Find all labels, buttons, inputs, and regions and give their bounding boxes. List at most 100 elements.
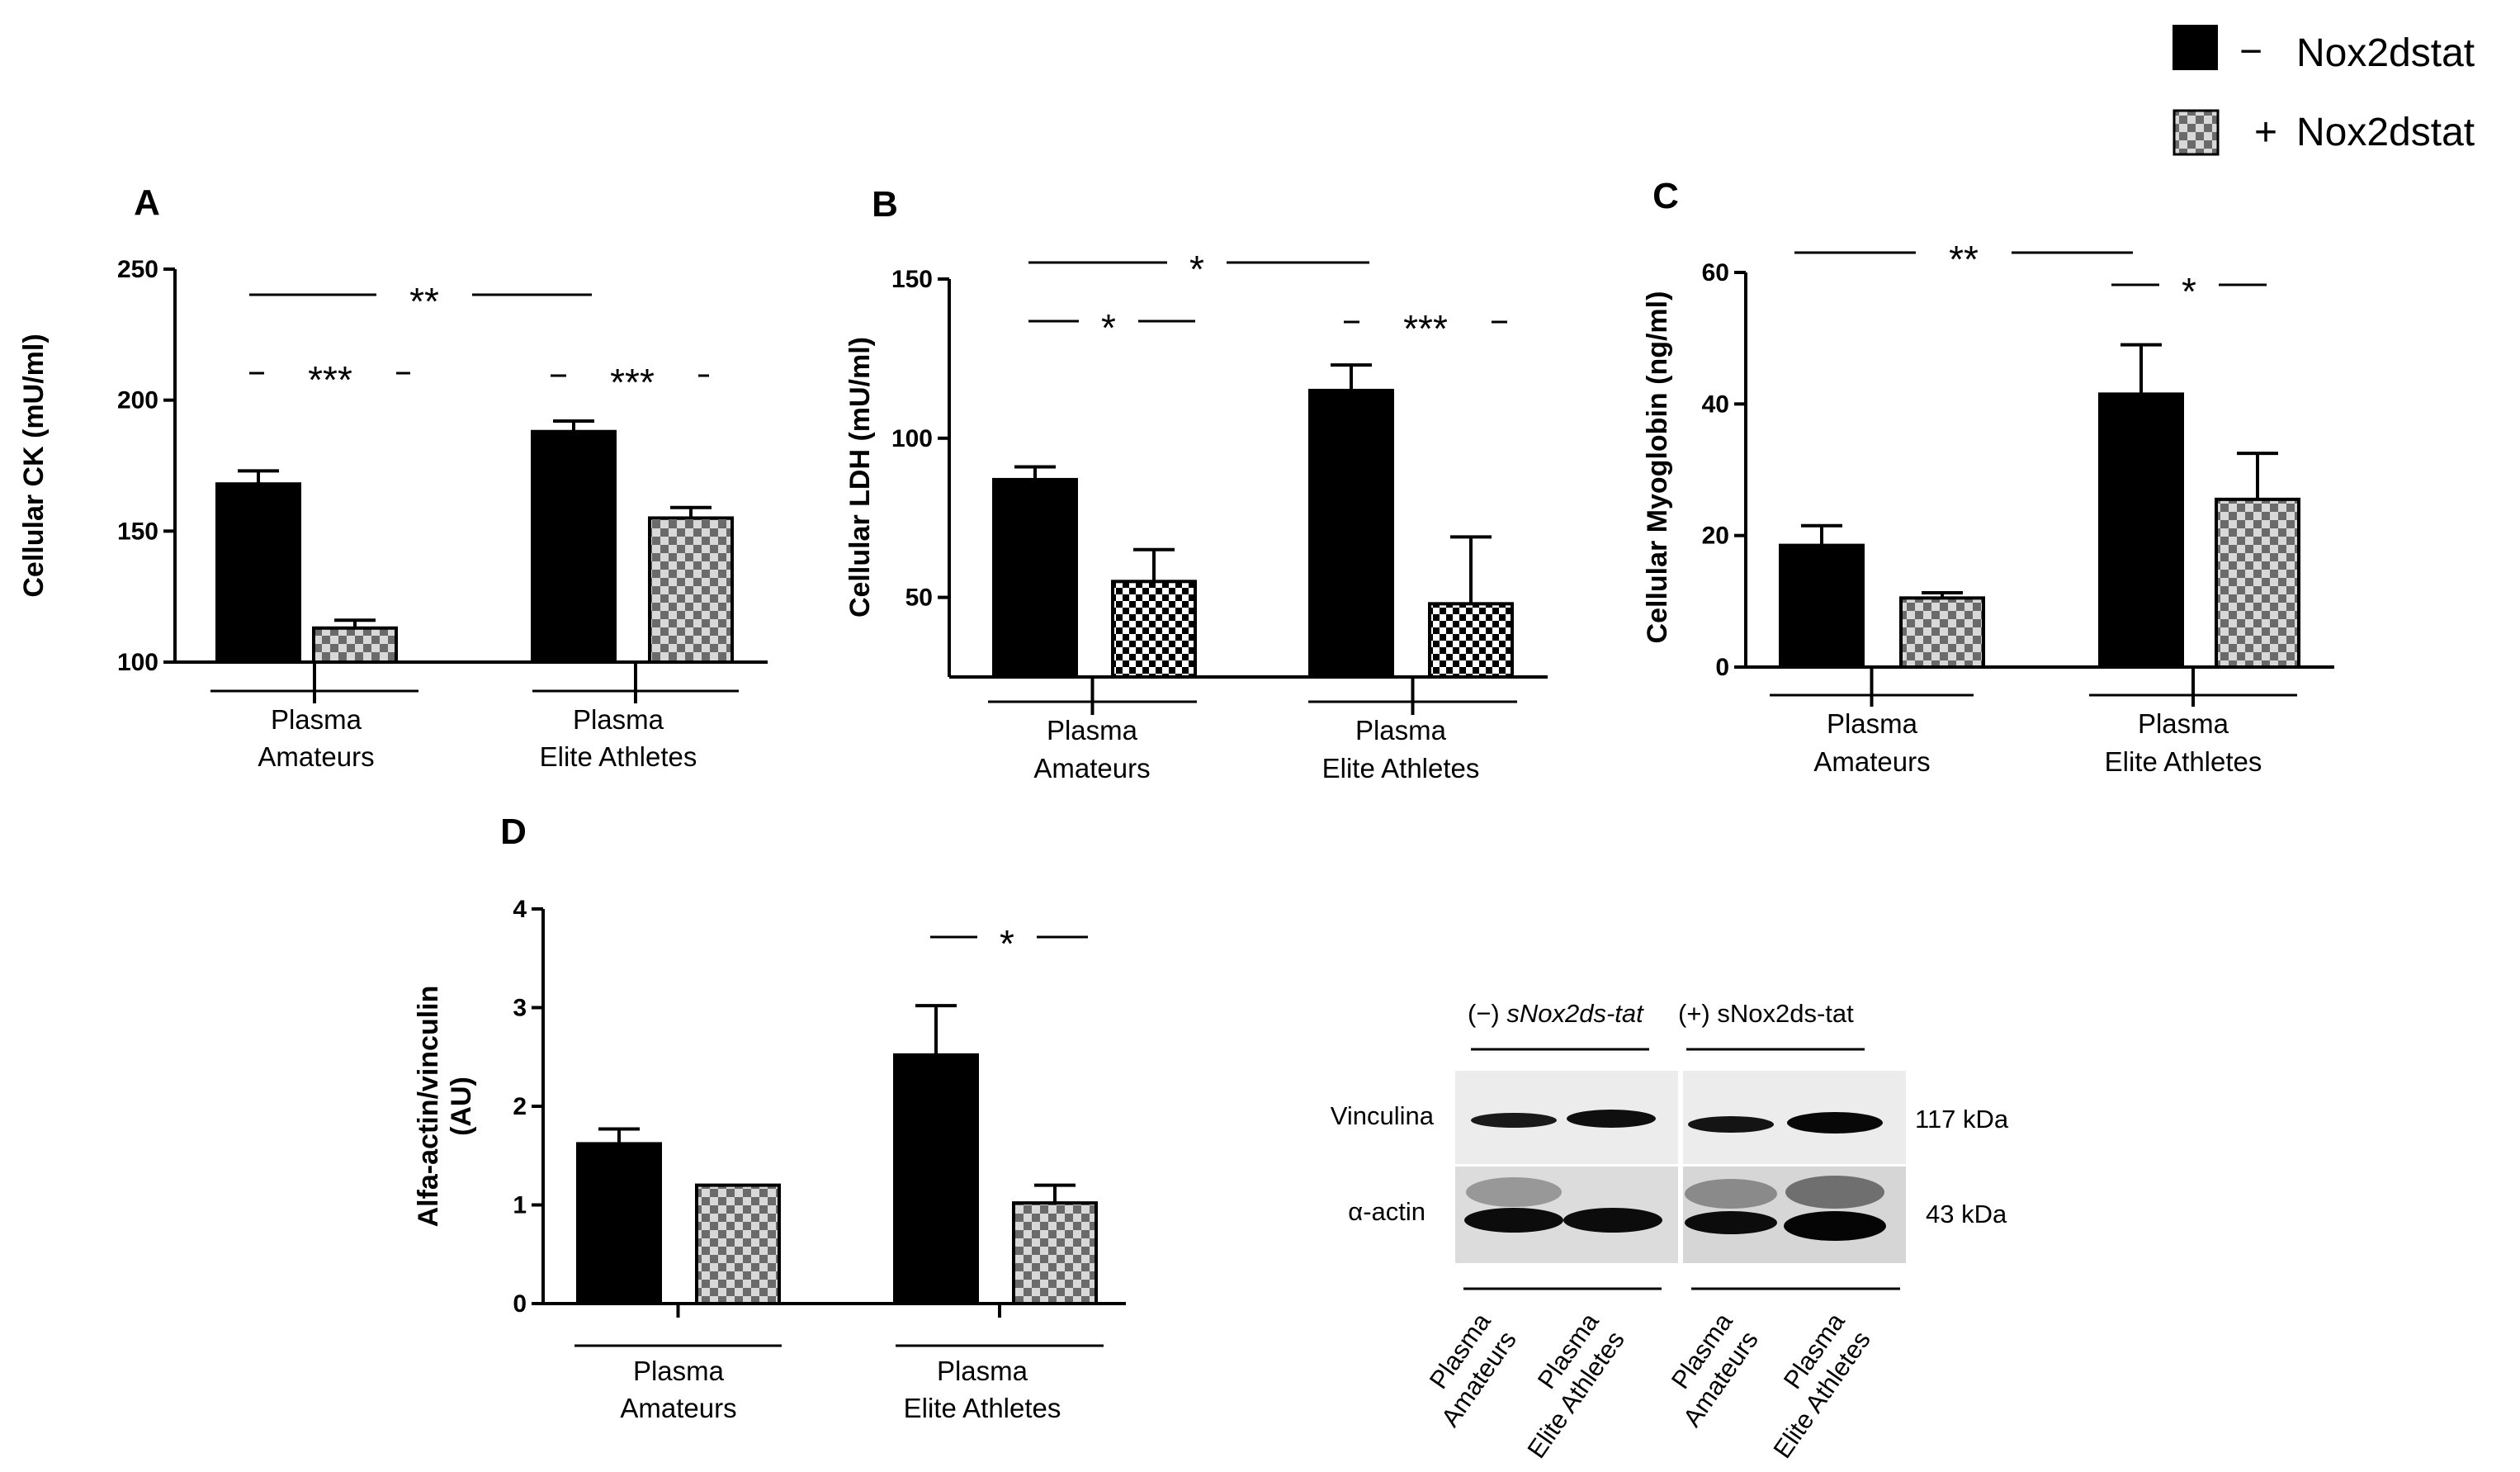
group-label-d-2-line1: Plasma: [937, 1356, 1028, 1386]
band-vinculin-3: [1688, 1116, 1774, 1133]
blot-row-label-vinculina: Vinculina: [1331, 1101, 1435, 1130]
y-axis-label-d: Alfa-actin/vinculin(AU): [413, 986, 477, 1228]
y-axis-label-b: Cellular LDH (mU/ml): [844, 337, 876, 618]
bar-a-g2-s2: [648, 516, 734, 665]
blot-size-117: 117 kDa: [1915, 1105, 2009, 1134]
chart-panel-c: C Cellular Myoglobin (ng/ml) 0 20 40 60 Plasma…: [1642, 176, 2334, 777]
group-label-c-1-line2: Amateurs: [1813, 746, 1930, 777]
band-vinculin-2: [1567, 1110, 1656, 1128]
group-label-b-1-line1: Plasma: [1047, 715, 1138, 745]
bar-a-g1-s2: [312, 626, 398, 664]
significance-label-a-2: ***: [308, 358, 352, 401]
y-tick-label-d: 3: [513, 995, 527, 1022]
significance-label-a-3: ***: [610, 361, 655, 404]
significance-label-c-1: **: [1949, 238, 1979, 281]
bar-a-g2-s1: [531, 429, 617, 664]
legend-sign-plus: +: [2254, 111, 2277, 154]
legend: − Nox2dstat + Nox2dstat: [2172, 25, 2475, 156]
legend-swatch-checker: [2172, 109, 2220, 156]
blot-lane-label-1: PlasmaAmateurs: [1410, 1307, 1522, 1432]
bar-b-g1-s2: [1111, 580, 1197, 679]
western-blot: (−) sNox2ds-tat (+) sNox2ds-tat Vinculin…: [1331, 999, 2009, 1464]
band-vinculin-4: [1787, 1112, 1883, 1134]
blot-header-minus: (−) sNox2ds-tat: [1468, 999, 1644, 1028]
y-tick-label-c: 40: [1702, 390, 1729, 418]
y-axis-label-line: Alfa-actin/vinculin: [413, 986, 444, 1228]
group-label-d-2-line2: Elite Athletes: [904, 1393, 1061, 1423]
bar-c-g1-s2: [1899, 596, 1985, 669]
chart-panel-b: B Cellular LDH (mU/ml) 50 100 150 Plasma Amate…: [844, 184, 1548, 783]
band-actin-smear-1: [1466, 1177, 1562, 1207]
group-label-c-2-line2: Elite Athletes: [2105, 746, 2262, 777]
chart-panel-a: A Cellular CK (mU/ml) 100 150 200 250 Plasma Am…: [18, 182, 768, 772]
bar-c-g2-s2: [2215, 497, 2300, 669]
group-label-d-1-line1: Plasma: [633, 1356, 725, 1386]
blot-header-plus: (+) sNox2ds-tat: [1678, 999, 1854, 1028]
bar-b-g2-s2: [1428, 602, 1514, 679]
significance-label-d-1: *: [1000, 922, 1014, 965]
blot-size-43: 43 kDa: [1926, 1200, 2007, 1228]
band-actin-1: [1464, 1208, 1563, 1233]
blot-row-label-actin: α-actin: [1348, 1197, 1425, 1226]
y-tick-label-b: 150: [891, 266, 933, 293]
y-tick-label-d: 1: [513, 1192, 527, 1219]
y-tick-label-c: 0: [1715, 654, 1729, 681]
bar-d-g1-s1: [576, 1142, 662, 1306]
blot-header-minus-name: sNox2ds-tat: [1506, 999, 1644, 1028]
panel-letter-c: C: [1652, 176, 1679, 216]
group-label-c-2-line1: Plasma: [2138, 708, 2229, 739]
blot-lane-label-3: PlasmaAmateurs: [1652, 1307, 1764, 1432]
y-tick-label-b: 100: [891, 425, 933, 452]
group-label-a-1-line2: Amateurs: [258, 741, 374, 772]
bar-b-g2-s1: [1308, 388, 1394, 679]
bar-b-g1-s1: [992, 477, 1078, 679]
significance-label-a-1: **: [409, 280, 439, 323]
legend-item-minus: − Nox2dstat: [2172, 25, 2475, 75]
group-label-d-1-line2: Amateurs: [620, 1393, 736, 1423]
bar-d-g2-s1: [893, 1053, 979, 1305]
group-label-b-2-line1: Plasma: [1355, 715, 1447, 745]
group-label-c-1-line1: Plasma: [1827, 708, 1918, 739]
significance-label-c-2: *: [2182, 270, 2196, 313]
y-axis-label-c: Cellular Myoglobin (ng/ml): [1642, 291, 1673, 644]
legend-label-plus: Nox2dstat: [2296, 111, 2475, 154]
y-tick-label-a: 100: [117, 649, 158, 676]
y-tick-label-d: 2: [513, 1093, 527, 1120]
bar-c-g2-s1: [2098, 392, 2184, 669]
y-tick-label-d: 4: [513, 896, 527, 923]
band-vinculin-1: [1471, 1113, 1557, 1128]
legend-item-plus: + Nox2dstat: [2172, 109, 2475, 156]
group-label-a-2-line1: Plasma: [573, 704, 664, 735]
band-actin-smear-4: [1785, 1176, 1884, 1209]
band-actin-smear-3: [1685, 1179, 1777, 1209]
bar-d-g2-s2: [1012, 1201, 1098, 1305]
y-tick-label-a: 250: [117, 256, 158, 283]
y-tick-label-c: 60: [1702, 259, 1729, 286]
legend-label-minus: Nox2dstat: [2296, 31, 2475, 75]
panel-letter-a: A: [134, 182, 160, 223]
y-axis-label-a: Cellular CK (mU/ml): [18, 334, 50, 597]
significance-label-b-3: ***: [1403, 307, 1448, 350]
band-actin-3: [1685, 1211, 1777, 1234]
y-axis-label-line: (AU): [446, 1077, 477, 1136]
group-label-b-2-line2: Elite Athletes: [1322, 753, 1480, 783]
panel-letter-d: D: [500, 812, 527, 852]
y-tick-label-b: 50: [905, 585, 933, 612]
bar-c-g1-s1: [1779, 543, 1865, 669]
blot-lane-labels: PlasmaAmateurs PlasmaElite Athletes Plasma…: [1410, 1307, 1876, 1463]
blot-lane-label-2: PlasmaElite Athletes: [1496, 1307, 1630, 1463]
group-label-a-1-line1: Plasma: [271, 704, 362, 735]
y-tick-label-d: 0: [513, 1290, 527, 1318]
legend-sign-minus: −: [2239, 30, 2262, 73]
y-tick-label-c: 20: [1702, 523, 1729, 550]
y-tick-label-a: 200: [117, 387, 158, 414]
significance-label-b-2: *: [1101, 306, 1116, 349]
blot-header-minus-prefix: (−): [1468, 999, 1506, 1028]
chart-panel-d: D Alfa-actin/vinculin(AU) 0 1 2 3 4 Plasma Amate…: [413, 812, 1126, 1423]
bar-a-g1-s1: [215, 482, 301, 664]
band-actin-4: [1784, 1211, 1886, 1241]
significance-label-b-1: *: [1189, 248, 1204, 291]
bar-d-g1-s2: [695, 1183, 781, 1305]
